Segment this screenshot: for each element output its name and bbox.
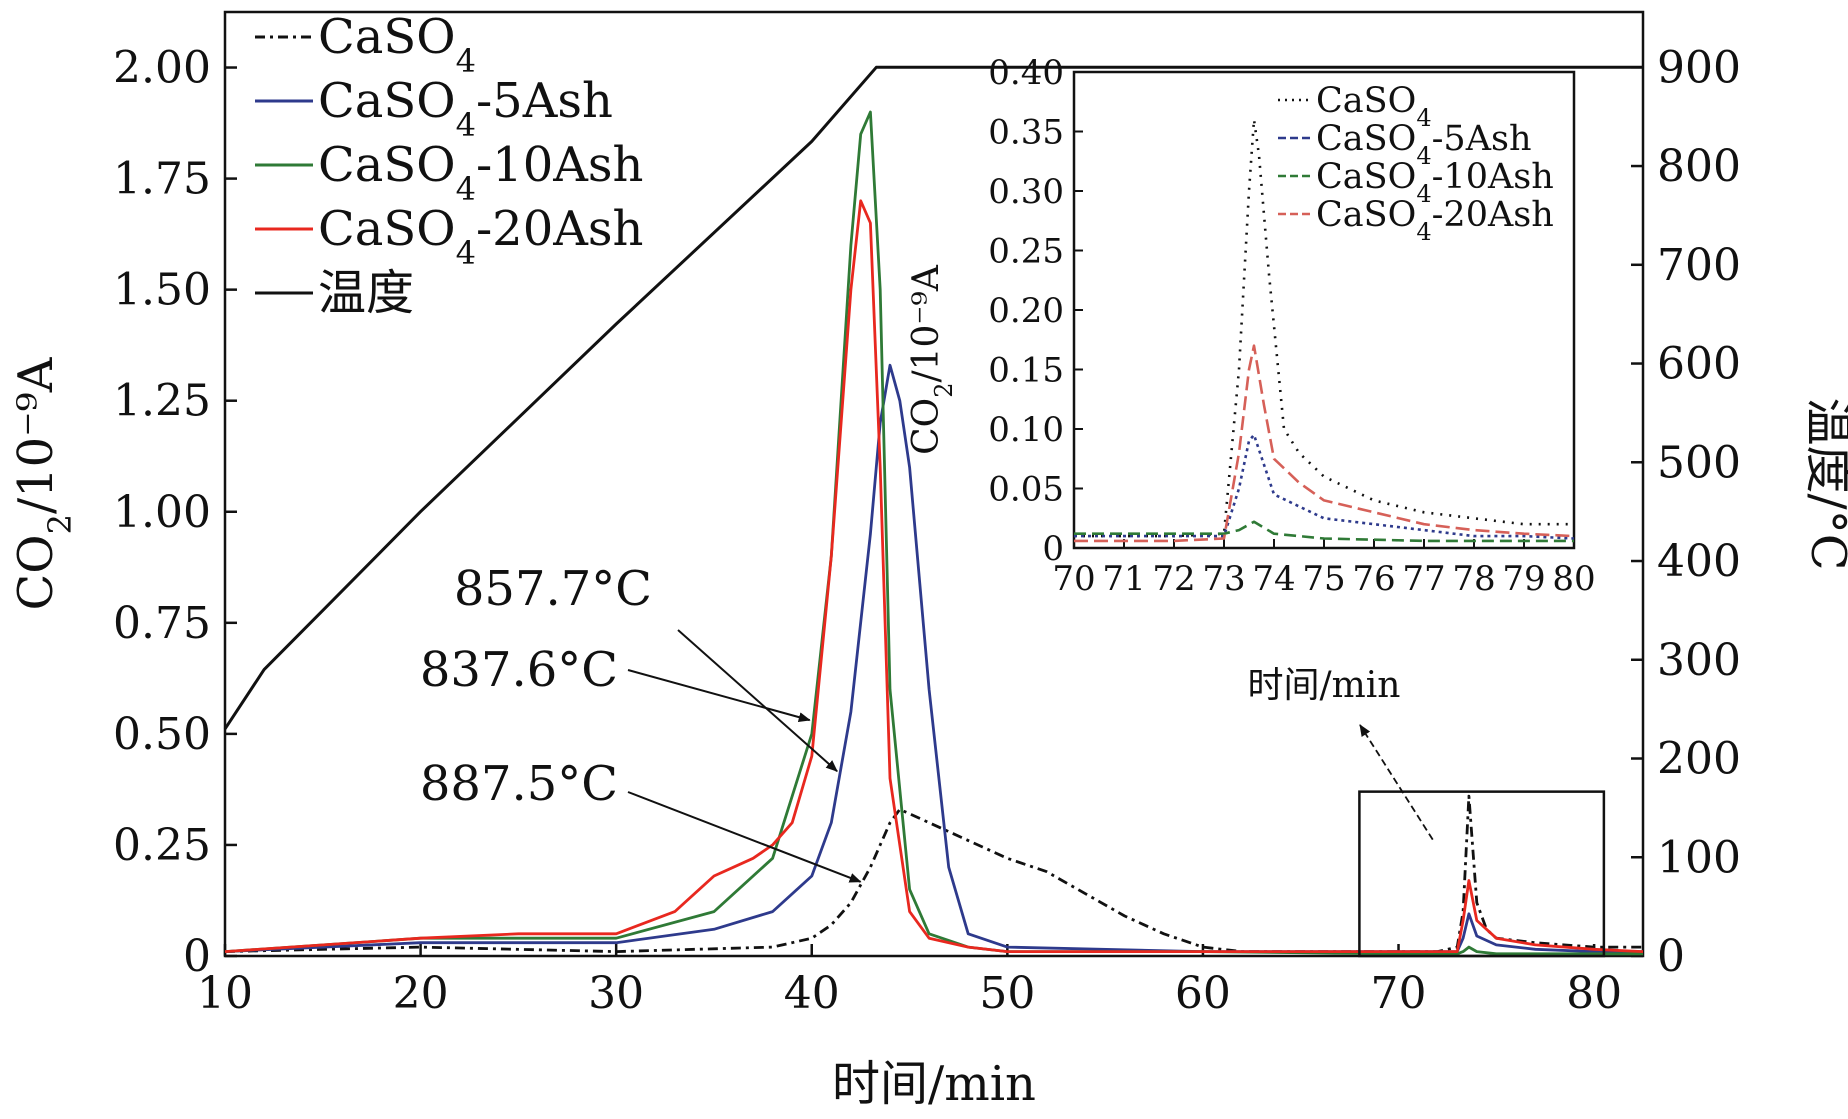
- main-y2-tick-label: 400: [1657, 536, 1741, 587]
- main-y2-tick-label: 800: [1657, 141, 1741, 192]
- inset-y-axis-title: CO2/10⁻⁹A: [906, 264, 958, 455]
- inset-x-axis-title: 时间/min: [1248, 665, 1401, 706]
- main-x-tick-label: 30: [588, 968, 644, 1019]
- main-y2-tick-label: 500: [1657, 437, 1741, 488]
- inset-y-tick-label: 0.40: [988, 53, 1064, 93]
- main-y-tick-label: 0: [183, 931, 211, 982]
- main-x-tick-label: 40: [784, 968, 840, 1019]
- main-series-temp: [223, 65, 1643, 730]
- annotation-arrow: [677, 629, 838, 772]
- inset-y-tick-label: 0.35: [988, 113, 1064, 153]
- inset-y-tick-label: 0.25: [988, 232, 1064, 272]
- main-series-lines: [223, 65, 1644, 956]
- inset-y-tick-label: 0.15: [988, 351, 1064, 391]
- inset-legend-label-ash5: CaSO4-5Ash: [1316, 119, 1531, 170]
- main-series-ash10: [224, 110, 1643, 956]
- annotation-label: 887.5°C: [420, 756, 618, 812]
- legend-label-temp: 温度: [318, 265, 414, 321]
- zoom-arrow: [1359, 724, 1434, 841]
- main-y-tick-label: 0.75: [113, 598, 211, 649]
- inset-backdrop: [1074, 72, 1574, 548]
- inset-series-ash20: [1074, 344, 1575, 543]
- annotation-label: 857.7°C: [454, 561, 652, 617]
- main-y-tick-label: 1.00: [113, 487, 211, 538]
- main-y2-tick-label: 200: [1657, 734, 1741, 785]
- inset-x-tick-label: 77: [1402, 559, 1445, 599]
- inset-x-tick-label: 80: [1552, 559, 1595, 599]
- main-axis-ticks: 10 20 30 40 50 60 70 8000.250.500.751.001.251.5…: [113, 42, 1741, 1019]
- inset-legend-label-caso4: CaSO4: [1316, 81, 1432, 132]
- inset-x-tick-label: 76: [1352, 559, 1395, 599]
- inset-axis-ticks: 70 71 72 73 74 75 76 77 78 79 80 0 0.05 0.10 0.15 0.20 0…: [988, 53, 1595, 599]
- main-series-ash20: [224, 199, 1644, 953]
- inset-x-tick-label: 72: [1152, 559, 1195, 599]
- legend-label-caso4: CaSO4: [318, 9, 476, 80]
- main-y2-axis-title: 温度/°C: [1800, 398, 1848, 571]
- main-x-tick-label: 20: [393, 968, 449, 1019]
- annotation-arrow: [627, 791, 862, 883]
- inset-y-tick-label: 0: [1042, 529, 1064, 569]
- inset-x-tick-label: 78: [1452, 559, 1495, 599]
- main-x-tick-label: 70: [1371, 968, 1427, 1019]
- main-y-tick-label: 1.50: [113, 265, 211, 316]
- main-y2-tick-label: 100: [1657, 832, 1741, 883]
- inset-chart: 70 71 72 73 74 75 76 77 78 79 80 0 0.05 0.10 0.15 0.20 0…: [906, 53, 1596, 706]
- main-series-ash5: [224, 363, 1643, 953]
- main-plot-frame: [223, 10, 1645, 958]
- main-x-tick-label: 10: [197, 968, 253, 1019]
- zoom-rectangle: [1358, 790, 1606, 958]
- main-y2-tick-label: 900: [1657, 42, 1741, 93]
- inset-x-tick-label: 71: [1102, 559, 1145, 599]
- legend-label-ash10: CaSO4-10Ash: [318, 137, 643, 208]
- main-y-tick-label: 1.25: [113, 376, 211, 427]
- inset-x-tick-label: 74: [1252, 559, 1295, 599]
- main-x-tick-label: 80: [1566, 968, 1622, 1019]
- inset-series-ash10: [1074, 520, 1574, 543]
- inset-y-tick-label: 0.20: [988, 291, 1064, 331]
- main-chart: 10 20 30 40 50 60 70 8000.250.500.751.001.251.5…: [8, 9, 1848, 1112]
- legend-label-ash5: CaSO4-5Ash: [318, 73, 613, 144]
- annotation-arrow: [627, 669, 811, 723]
- inset-x-tick-label: 73: [1202, 559, 1245, 599]
- main-x-tick-label: 60: [1175, 968, 1231, 1019]
- inset-series-lines: [1074, 118, 1575, 543]
- main-x-tick-label: 50: [979, 968, 1035, 1019]
- inset-x-tick-label: 75: [1302, 559, 1345, 599]
- main-y-tick-label: 0.25: [113, 820, 211, 871]
- inset-x-tick-label: 70: [1052, 559, 1095, 599]
- main-y2-tick-label: 600: [1657, 339, 1741, 390]
- annotation-label: 837.6°C: [420, 642, 618, 698]
- main-y2-tick-label: 300: [1657, 635, 1741, 686]
- inset-legend-label-ash10: CaSO4-10Ash: [1316, 157, 1554, 208]
- main-annotations: 857.7°C 837.6°C 887.5°C: [420, 561, 862, 883]
- inset-x-tick-label: 79: [1502, 559, 1545, 599]
- legend-label-ash20: CaSO4-20Ash: [318, 201, 643, 272]
- main-y-tick-label: 0.50: [113, 709, 211, 760]
- main-zoom-box: [1358, 724, 1606, 958]
- main-x-axis-title: 时间/min: [832, 1056, 1036, 1112]
- main-y-tick-label: 2.00: [113, 43, 211, 94]
- inset-legend-label-ash20: CaSO4-20Ash: [1316, 195, 1554, 246]
- main-series-caso4: [224, 794, 1643, 953]
- main-y2-tick-label: 700: [1657, 240, 1741, 291]
- inset-y-tick-label: 0.05: [988, 470, 1064, 510]
- main-y-axis-title: CO2/10⁻⁹A: [8, 356, 79, 610]
- inset-y-tick-label: 0.10: [988, 410, 1064, 450]
- main-y2-tick-label: 0: [1657, 931, 1685, 982]
- main-y-tick-label: 1.75: [113, 154, 211, 205]
- inset-y-tick-label: 0.30: [988, 172, 1064, 212]
